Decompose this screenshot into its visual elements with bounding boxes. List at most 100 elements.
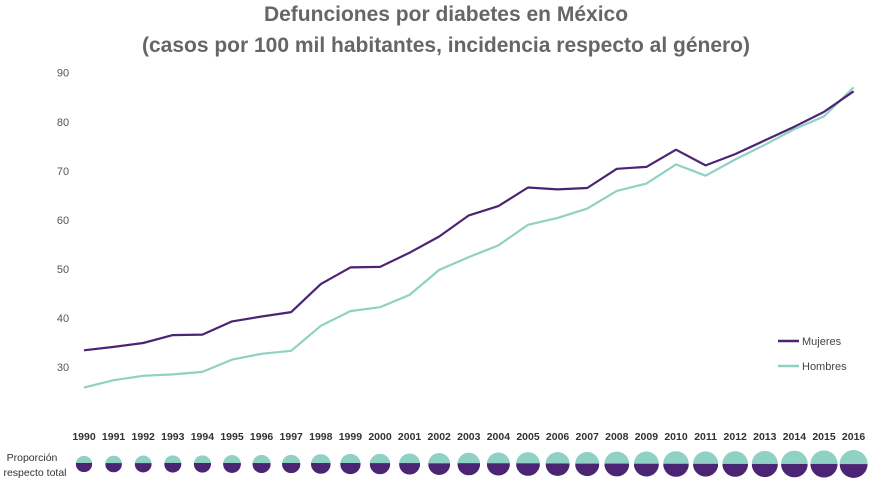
x-tick-label: 1997: [280, 431, 304, 443]
proportion-bubble: [663, 451, 689, 477]
proportion-bubble: [486, 452, 510, 476]
bubble-segment-hombres: [604, 451, 630, 464]
bubble-segment-hombres: [516, 452, 540, 464]
bubble-segment-hombres: [340, 453, 361, 464]
bubble-segment-mujeres: [722, 463, 749, 477]
legend-label-hombres: Hombres: [802, 361, 847, 373]
proportion-bubble: [399, 453, 421, 475]
bubble-segment-mujeres: [633, 463, 659, 477]
chart-title: Defunciones por diabetes en México: [264, 3, 628, 26]
bubble-segment-hombres: [399, 453, 421, 464]
x-tick-label: 1990: [72, 431, 96, 443]
bubble-segment-mujeres: [134, 463, 152, 473]
proportion-bubble: [223, 455, 241, 473]
bubble-segment-mujeres: [810, 463, 838, 478]
proportion-bubble: [545, 452, 570, 476]
bubble-segment-hombres: [223, 455, 241, 464]
y-tick-label: 90: [57, 68, 69, 80]
proportion-bubble: [252, 454, 271, 474]
bubble-segment-hombres: [310, 454, 331, 464]
x-tick-label: 1998: [309, 431, 333, 443]
series-line-mujeres: [83, 90, 855, 352]
proportion-bubble: [693, 451, 719, 477]
bubble-segment-mujeres: [428, 463, 451, 475]
bubble-segment-hombres: [722, 451, 749, 464]
bubble-segment-hombres: [252, 454, 271, 464]
bubble-segment-hombres: [428, 453, 451, 464]
proportion-bubble: [575, 451, 600, 477]
bubble-segment-hombres: [193, 455, 212, 464]
bubble-segment-hombres: [457, 452, 481, 464]
y-tick-label: 50: [57, 264, 69, 276]
x-tick-label: 2000: [368, 431, 392, 443]
bubble-segment-mujeres: [751, 463, 778, 478]
bubble-segment-hombres: [810, 450, 838, 464]
proportion-label-line2: respecto total: [3, 467, 66, 479]
bubble-segment-mujeres: [516, 463, 540, 476]
bubble-segment-mujeres: [369, 463, 391, 475]
bubble-segment-mujeres: [164, 462, 182, 473]
bubble-segment-mujeres: [223, 463, 241, 473]
legend: Mujeres Hombres: [778, 336, 847, 373]
bubble-segment-hombres: [693, 451, 719, 464]
proportion-label-line1: Proporción: [7, 452, 58, 464]
bubble-segment-hombres: [545, 452, 570, 464]
bubble-segment-mujeres: [75, 462, 93, 473]
proportion-bubble: [164, 455, 182, 473]
x-tick-label: 2001: [398, 431, 422, 443]
x-tick-label: 2008: [605, 431, 629, 443]
proportion-bubble: [282, 454, 301, 474]
bubble-segment-hombres: [751, 450, 778, 464]
bubble-segment-hombres: [75, 455, 93, 463]
bubble-segment-mujeres: [839, 464, 868, 478]
y-tick-label: 70: [57, 166, 69, 178]
proportion-bubble: [457, 452, 481, 476]
bubble-segment-mujeres: [545, 463, 570, 476]
proportion-bubble: [839, 450, 868, 478]
bubble-segment-mujeres: [193, 463, 212, 473]
series-line-hombres: [83, 86, 855, 389]
bubble-segment-hombres: [781, 450, 808, 464]
proportion-bubble: [781, 450, 808, 478]
proportion-bubble: [75, 455, 93, 473]
bubble-segment-mujeres: [340, 463, 361, 475]
bubble-segment-hombres: [164, 455, 182, 463]
x-tick-label: 2014: [783, 431, 807, 443]
bubble-segment-mujeres: [282, 463, 301, 474]
proportion-bubble: [134, 455, 152, 473]
legend-label-mujeres: Mujeres: [802, 336, 842, 348]
bubble-segment-hombres: [282, 454, 301, 464]
bubble-segment-hombres: [486, 452, 510, 464]
proportion-bubble: [516, 452, 540, 476]
proportion-bubble: [810, 450, 838, 478]
x-tick-label: 2009: [635, 431, 659, 443]
bubble-segment-mujeres: [575, 463, 600, 477]
x-tick-label: 1993: [161, 431, 185, 443]
bubble-segment-mujeres: [399, 463, 421, 475]
x-tick-label: 2007: [576, 431, 600, 443]
bubble-segment-hombres: [663, 451, 689, 464]
x-axis: 1990 1991 1992 1993 1994 1995 1996 1997 1998 1999…: [72, 431, 865, 443]
bubble-segment-hombres: [575, 451, 600, 464]
proportion-bubble: [604, 451, 630, 477]
y-tick-label: 30: [57, 362, 69, 374]
proportion-bubbles: [75, 450, 868, 478]
chart-subtitle: (casos por 100 mil habitantes, incidenci…: [142, 34, 750, 57]
x-tick-label: 1995: [220, 431, 244, 443]
x-tick-label: 2003: [457, 431, 481, 443]
x-tick-label: 2005: [516, 431, 540, 443]
series-lines: [83, 86, 855, 389]
bubble-segment-mujeres: [663, 463, 689, 477]
x-tick-label: 1992: [132, 431, 156, 443]
x-tick-label: 2002: [428, 431, 452, 443]
proportion-bubble: [369, 453, 391, 475]
x-tick-label: 2010: [664, 431, 688, 443]
x-tick-label: 2015: [812, 431, 836, 443]
x-tick-label: 2013: [753, 431, 777, 443]
proportion-bubble: [193, 455, 212, 473]
bubble-segment-hombres: [369, 453, 391, 464]
bubble-segment-mujeres: [604, 463, 630, 477]
y-tick-label: 80: [57, 117, 69, 129]
bubble-segment-mujeres: [693, 463, 719, 477]
